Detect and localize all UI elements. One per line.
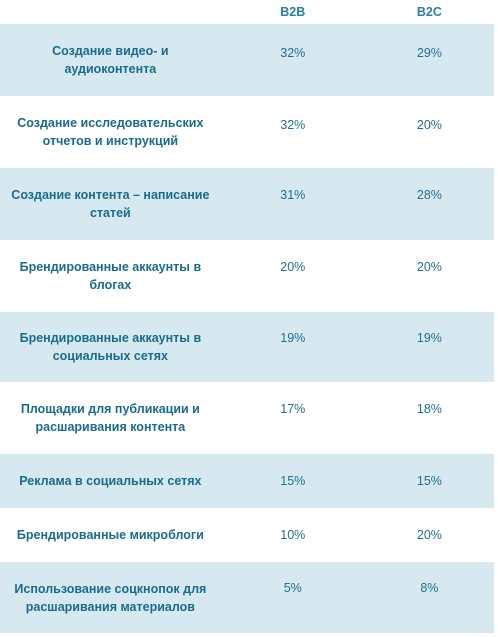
table-row: Использование соцкнопок для расшаривания… [0, 562, 494, 633]
row-label: Брендированные микроблоги [16, 528, 204, 542]
table-header-row: B2B B2C [0, 0, 494, 24]
row-label: Создание контента – написание статей [11, 188, 210, 220]
row-b2c-value: 20% [416, 528, 442, 542]
row-b2b-value: 32% [280, 118, 306, 132]
row-b2c-value: 20% [416, 118, 442, 132]
row-b2c-value: 15% [416, 474, 442, 488]
row-b2c-value: 8% [420, 581, 439, 595]
table-row: Площадки для публикации и расшаривания к… [0, 382, 494, 454]
row-b2c-value: 19% [416, 331, 442, 345]
row-b2b-value: 17% [280, 402, 306, 416]
row-b2b-value: 32% [280, 46, 306, 60]
row-label: Реклама в социальных сетях [19, 474, 202, 488]
row-label: Создание исследовательских отчетов и инс… [17, 116, 204, 148]
row-label: Создание видео- и аудиоконтента [52, 44, 169, 76]
table-row: Брендированные аккаунты в социальных сет… [0, 312, 494, 382]
row-label: Площадки для публикации и расшаривания к… [20, 402, 200, 434]
row-b2b-value: 31% [280, 188, 306, 202]
table-row: Создание видео- и аудиоконтента 32% 29% [0, 24, 494, 96]
row-b2b-value: 15% [280, 474, 306, 488]
row-label: Использование соцкнопок для расшаривания… [14, 581, 207, 614]
table-row: Создание контента – написание статей 31%… [0, 168, 494, 240]
row-label: Брендированные аккаунты в блогах [19, 260, 202, 292]
table-row: Создание исследовательских отчетов и инс… [0, 96, 494, 168]
header-b2c: B2C [416, 5, 442, 19]
row-b2c-value: 18% [416, 402, 442, 416]
table-row: Реклама в социальных сетях 15% 15% [0, 454, 494, 508]
row-label: Брендированные аккаунты в социальных сет… [19, 331, 202, 363]
row-b2b-value: 19% [280, 331, 306, 345]
row-b2c-value: 20% [416, 260, 442, 274]
row-b2b-value: 10% [280, 528, 306, 542]
row-b2b-value: 5% [283, 581, 302, 595]
row-b2b-value: 20% [280, 260, 306, 274]
header-b2b: B2B [280, 5, 306, 19]
table-row: Брендированные аккаунты в блогах 20% 20% [0, 240, 494, 312]
row-b2c-value: 28% [416, 188, 442, 202]
row-b2c-value: 29% [416, 46, 442, 60]
table-row: Брендированные микроблоги 10% 20% [0, 508, 494, 562]
